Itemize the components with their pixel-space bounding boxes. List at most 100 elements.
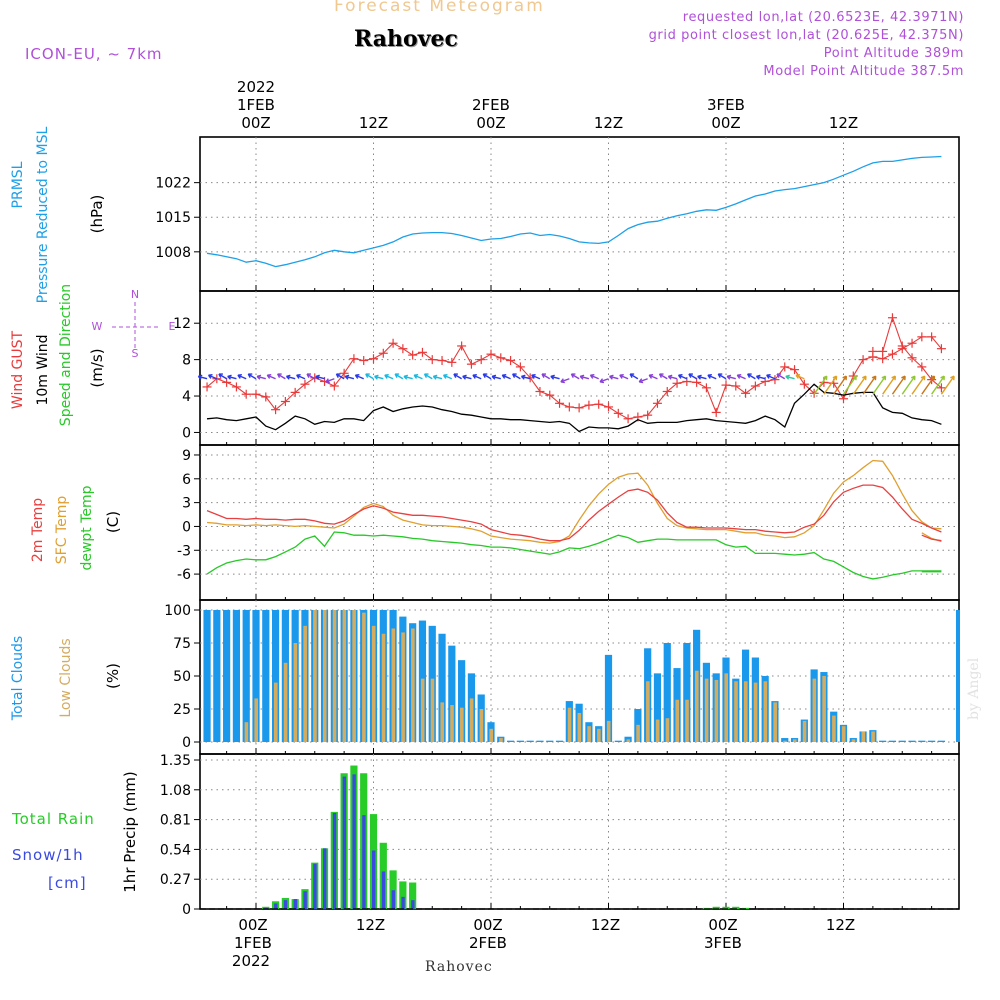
gust-marker-54 xyxy=(731,381,741,391)
top-axis-label-4-0: 3FEB xyxy=(707,96,745,114)
wind-arrow-23 xyxy=(423,373,433,380)
gust-marker-27 xyxy=(466,359,476,369)
wind-arrow-49 xyxy=(677,373,688,380)
wind-arrow-48 xyxy=(667,374,678,380)
gust-marker-14 xyxy=(339,368,349,378)
gust-marker-52 xyxy=(711,407,721,417)
total-cloud-bar-24 xyxy=(438,633,446,742)
low-cloud-bar-18 xyxy=(381,633,386,742)
wind-arrow-22 xyxy=(413,373,423,380)
ytick-label-temperature-0: -6 xyxy=(177,567,191,583)
total-cloud-bar-76 xyxy=(956,610,960,742)
low-cloud-bar-61 xyxy=(802,720,807,742)
total-cloud-bar-0 xyxy=(203,610,211,742)
gust-marker-16 xyxy=(359,356,369,366)
wind-arrow-54 xyxy=(726,374,736,380)
total-cloud-bar-42 xyxy=(614,740,622,742)
low-cloud-bar-9 xyxy=(293,643,298,742)
wind-arrow-28 xyxy=(472,373,482,380)
gust-marker-42 xyxy=(613,408,623,418)
low-cloud-bar-67 xyxy=(861,731,866,742)
precip-unit: 1hr Precip (mm) xyxy=(121,771,139,892)
wind-arrow-6 xyxy=(256,374,266,380)
requested-coords: requested lon,lat (20.6523E, 42.3971N) xyxy=(682,10,964,25)
low-cloud-bar-12 xyxy=(322,610,327,742)
compass-w: W xyxy=(92,320,103,333)
ytick-label-wind-0: 0 xyxy=(182,425,191,441)
gust-marker-21 xyxy=(408,350,418,360)
wind-arrow-38 xyxy=(570,373,580,380)
low-cloud-bar-62 xyxy=(812,678,817,742)
wind-arrow-30 xyxy=(491,374,501,380)
low-cloud-bar-20 xyxy=(401,632,405,742)
wind-arrow-15 xyxy=(344,374,355,380)
ytick-label-pressure-1: 1015 xyxy=(155,210,191,226)
ytick-label-wind-2: 8 xyxy=(182,353,191,369)
gust-marker-31 xyxy=(506,356,516,366)
wind-arrow-75 xyxy=(940,375,955,395)
gust-marker-17 xyxy=(369,354,378,364)
low-cloud-bar-49 xyxy=(685,699,689,742)
low-cloud-bar-64 xyxy=(832,715,836,742)
low-cloud-bar-4 xyxy=(244,722,249,742)
wind-arrow-8 xyxy=(277,373,286,380)
total-cloud-bar-7 xyxy=(271,610,280,742)
wind-arrow-73 xyxy=(921,375,936,395)
clouds-label-total: Total Clouds xyxy=(10,636,26,721)
wind-label-10m: 10m Wind xyxy=(35,334,51,405)
clouds-label-low: Low Clouds xyxy=(58,638,74,717)
wind-arrow-13 xyxy=(325,378,335,384)
wind-arrow-65 xyxy=(842,375,857,395)
rain-bar-19 xyxy=(722,906,730,909)
panel-frame-temperature xyxy=(199,444,960,601)
bottom-axis-label-2-1: 2FEB xyxy=(469,934,507,952)
top-axis-label-4-1: 00Z xyxy=(711,114,740,132)
wind-arrow-64 xyxy=(833,375,848,395)
clouds-unit: (%) xyxy=(104,663,122,689)
total-cloud-bar-25 xyxy=(448,645,456,742)
gust-marker-73 xyxy=(917,332,927,342)
wind-arrow-33 xyxy=(520,374,531,380)
low-cloud-bar-40 xyxy=(597,728,601,742)
total-cloud-bar-35 xyxy=(546,740,554,742)
point-altitude: Point Altitude 389m xyxy=(823,46,964,61)
bottom-axis-label-1-0: 12Z xyxy=(356,916,385,934)
low-cloud-bar-57 xyxy=(763,681,768,742)
total-cloud-bar-70 xyxy=(888,740,897,742)
ytick-label-precip-4: 1.08 xyxy=(160,783,191,799)
gust-marker-20 xyxy=(398,344,408,354)
t2m-line-end xyxy=(921,534,942,542)
wind-arrow-43 xyxy=(619,373,629,380)
gust-marker-end-5 xyxy=(917,362,927,372)
wind-arrow-17 xyxy=(365,373,374,380)
gust-marker-0 xyxy=(202,382,212,392)
total-cloud-bar-4 xyxy=(242,610,250,742)
low-cloud-bar-19 xyxy=(391,628,396,742)
gust-marker-61 xyxy=(799,379,809,389)
wind-arrow-26 xyxy=(453,373,462,380)
wind-arrow-45 xyxy=(638,378,648,384)
total-cloud-bar-32 xyxy=(516,740,524,742)
gust-marker-5 xyxy=(251,389,261,399)
ytick-label-clouds-1: 25 xyxy=(173,702,191,718)
wind-arrow-25 xyxy=(442,373,453,380)
gust-marker-43 xyxy=(623,414,633,424)
gust-marker-end-3 xyxy=(897,341,907,351)
pressure-label-1: PRMSL xyxy=(10,161,26,208)
ytick-label-pressure-0: 1008 xyxy=(155,245,191,261)
wind-arrow-16 xyxy=(354,373,364,380)
gust-line-end xyxy=(872,315,942,389)
rain-bar-18 xyxy=(712,906,720,909)
total-cloud-bar-59 xyxy=(781,738,789,742)
wind-arrow-52 xyxy=(707,373,717,380)
rain-bar-14 xyxy=(389,870,397,909)
gust-marker-65 xyxy=(839,394,848,404)
total-cloud-bar-41 xyxy=(604,654,613,742)
total-cloud-bar-71 xyxy=(898,740,906,742)
snow-bar-11 xyxy=(362,815,366,909)
low-cloud-bar-27 xyxy=(469,698,474,742)
gust-marker-29 xyxy=(486,349,496,359)
wind-arrow-53 xyxy=(717,373,727,380)
wind-arrow-19 xyxy=(384,373,394,380)
compass-e: E xyxy=(169,320,176,333)
